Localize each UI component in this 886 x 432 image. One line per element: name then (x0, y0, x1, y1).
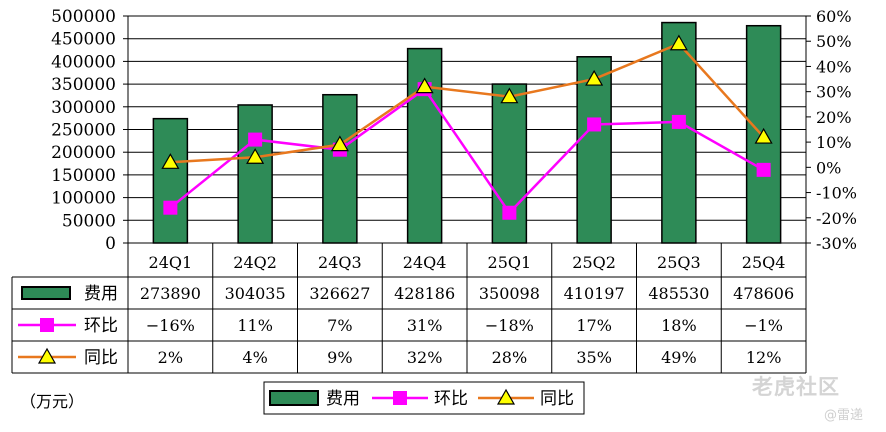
right-tick-label: 0% (816, 158, 841, 177)
category-label-25Q2: 25Q2 (572, 253, 616, 272)
right-tick-label: -10% (816, 184, 857, 203)
cell-同比-25Q4: 12% (746, 348, 782, 367)
marker-环比-24Q2 (248, 132, 263, 147)
cell-费用-24Q1: 273890 (140, 284, 201, 303)
right-tick-label: 30% (816, 83, 852, 102)
legend: 费用 环比 同比 (263, 381, 585, 415)
marker-环比-25Q2 (587, 117, 602, 132)
cell-费用-24Q2: 304035 (225, 284, 286, 303)
left-tick-label: 200000 (51, 143, 116, 163)
marker-同比-25Q2 (585, 69, 604, 86)
cell-费用-24Q4: 428186 (394, 284, 455, 303)
cell-费用-25Q4: 478606 (733, 284, 794, 303)
bar-24Q1 (152, 117, 189, 244)
cell-费用-25Q1: 350098 (479, 284, 540, 303)
marker-环比-25Q1 (502, 205, 517, 220)
row-header-环比: 环比 (84, 316, 118, 336)
right-tick-label: 50% (816, 32, 852, 51)
cell-环比-25Q4: −1% (744, 316, 783, 335)
legend-key-marker-同比 (496, 388, 516, 405)
line-series (161, 34, 773, 220)
watermark-logo: 老虎社区 (752, 375, 840, 399)
right-tick-label: 40% (816, 57, 852, 76)
watermark-credit: @雷递 (824, 408, 864, 423)
cell-费用-25Q3: 485530 (648, 284, 709, 303)
cell-同比-24Q4: 32% (407, 348, 443, 367)
cell-环比-25Q2: 17% (576, 316, 612, 335)
right-tick-label: 20% (816, 108, 852, 127)
marker-同比-24Q3 (330, 135, 349, 152)
cell-环比-24Q3: 7% (327, 316, 352, 335)
cell-环比-24Q2: 11% (237, 316, 273, 335)
cell-环比-25Q1: −18% (485, 316, 534, 335)
marker-环比-25Q4 (756, 162, 771, 177)
category-label-25Q1: 25Q1 (488, 253, 532, 272)
cell-同比-25Q2: 35% (576, 348, 612, 367)
cell-同比-25Q3: 49% (661, 348, 697, 367)
left-tick-label: 300000 (51, 98, 116, 118)
cell-同比-25Q1: 28% (492, 348, 528, 367)
row-key-费用 (21, 286, 71, 300)
marker-同比-24Q1 (161, 153, 180, 169)
line-环比 (169, 87, 765, 215)
legend-key-marker-环比 (393, 391, 407, 405)
cell-费用-24Q3: 326627 (309, 284, 370, 303)
grid-lines (128, 15, 806, 221)
category-label-24Q1: 24Q1 (149, 253, 193, 272)
marker-同比-25Q1 (500, 87, 519, 104)
cell-环比-25Q3: 18% (661, 316, 697, 335)
bar-25Q3 (661, 21, 697, 244)
right-tick-label: 10% (816, 133, 852, 152)
category-label-24Q2: 24Q2 (233, 253, 277, 272)
left-tick-label: 250000 (51, 121, 116, 141)
right-tick-label: -20% (816, 209, 857, 228)
category-label-24Q4: 24Q4 (403, 253, 447, 272)
cell-费用-25Q2: 410197 (564, 284, 625, 303)
data-table: 24Q1 24Q2 24Q3 24Q4 25Q1 25Q2 25Q3 25Q4 费用 273890… (11, 242, 807, 374)
cell-同比-24Q2: 4% (242, 348, 267, 367)
legend-label-环比: 环比 (434, 389, 468, 409)
left-tick-label: 50000 (62, 211, 116, 231)
cell-环比-24Q4: 31% (407, 316, 443, 335)
row-key-marker-同比 (37, 347, 57, 364)
left-tick-label: 100000 (51, 189, 116, 209)
left-tick-label: 150000 (51, 166, 116, 186)
marker-同比-24Q4 (415, 77, 434, 94)
marker-环比-25Q3 (671, 114, 686, 129)
row-header-同比: 同比 (84, 348, 118, 368)
marker-同比-25Q4 (754, 127, 773, 144)
row-key-marker-环比 (40, 318, 54, 332)
left-tick-label: 450000 (51, 30, 116, 50)
unit-label: （万元） (20, 392, 85, 411)
bar-24Q2 (237, 104, 273, 244)
category-label-24Q3: 24Q3 (318, 253, 362, 272)
left-tick-label: 0 (105, 234, 116, 254)
category-label-25Q3: 25Q3 (657, 253, 701, 272)
legend-label-同比: 同比 (540, 389, 574, 409)
cell-环比-24Q1: −16% (146, 316, 195, 335)
row-header-费用: 费用 (84, 284, 118, 304)
category-label-25Q4: 25Q4 (742, 253, 786, 272)
legend-key-费用 (269, 390, 319, 406)
right-tick-label: 60% (816, 7, 852, 26)
marker-环比-24Q1 (163, 200, 178, 215)
legend-label-费用: 费用 (326, 389, 360, 409)
left-tick-label: 400000 (51, 52, 116, 72)
marker-同比-25Q3 (669, 34, 688, 51)
marker-同比-24Q2 (246, 148, 265, 164)
bar-24Q3 (322, 93, 358, 244)
line-同比 (170, 42, 765, 164)
cell-同比-24Q1: 2% (158, 348, 183, 367)
left-tick-label: 350000 (51, 75, 116, 95)
bar-series (152, 21, 782, 244)
left-tick-label: 500000 (51, 7, 116, 27)
cell-同比-24Q3: 9% (327, 348, 352, 367)
right-tick-label: -30% (816, 234, 857, 253)
